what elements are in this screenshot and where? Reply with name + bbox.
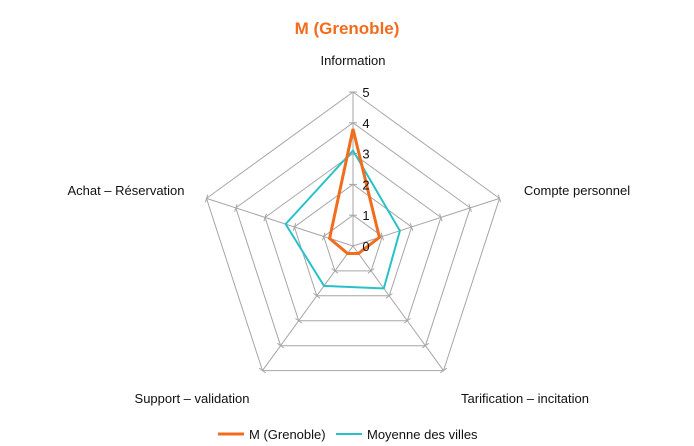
category-labels: Information Compte personnel Tarification … [67,53,630,406]
grid-ring-5 [205,91,501,372]
tick-mark [497,194,502,203]
tick-mark [204,194,209,203]
legend: M (Grenoble) Moyenne des villes [218,427,478,442]
tick-mark [295,317,303,324]
category-label-2: Tarification – incitation [461,391,589,406]
legend-label-grenoble: M (Grenoble) [249,427,326,442]
tick-label-0: 0 [362,239,369,254]
tick-mark [409,223,414,231]
radial-axis-ticks: 0 1 2 3 4 5 [362,85,369,254]
tick-mark [385,293,393,299]
legend-label-moyenne: Moyenne des villes [367,427,478,442]
chart-title: M (Grenoble) [295,19,400,38]
tick-mark [440,367,448,374]
tick-mark [421,342,429,349]
tick-mark [292,223,297,231]
grid-ring-2 [293,183,413,297]
tick-mark [313,293,321,299]
series-moyenne [284,148,401,290]
tick-mark [263,213,267,222]
tick-label-1: 1 [362,208,369,223]
spoke-2 [352,245,444,371]
tick-mark [234,203,238,212]
tick-label-4: 4 [362,116,369,131]
spoke-3 [262,245,354,371]
category-label-3: Support – validation [135,391,250,406]
grid-ring-3 [264,152,442,322]
grid-ring-4 [235,122,471,347]
tick-mark [380,232,384,241]
category-label-1: Compte personnel [524,183,630,198]
category-label-4: Achat – Réservation [67,183,184,198]
tick-label-3: 3 [362,147,369,162]
tick-mark [439,213,443,222]
tick-mark [367,268,375,274]
tick-label-2: 2 [362,177,369,192]
tick-mark [403,317,411,324]
tick-mark [322,232,326,241]
radar-series [284,128,401,290]
tick-label-5: 5 [362,85,369,100]
category-label-0: Information [320,53,385,68]
tick-mark [331,268,339,274]
series-grenoble [327,128,382,255]
tick-mark [277,342,285,349]
tick-mark [468,203,472,212]
tick-mark [258,367,266,374]
